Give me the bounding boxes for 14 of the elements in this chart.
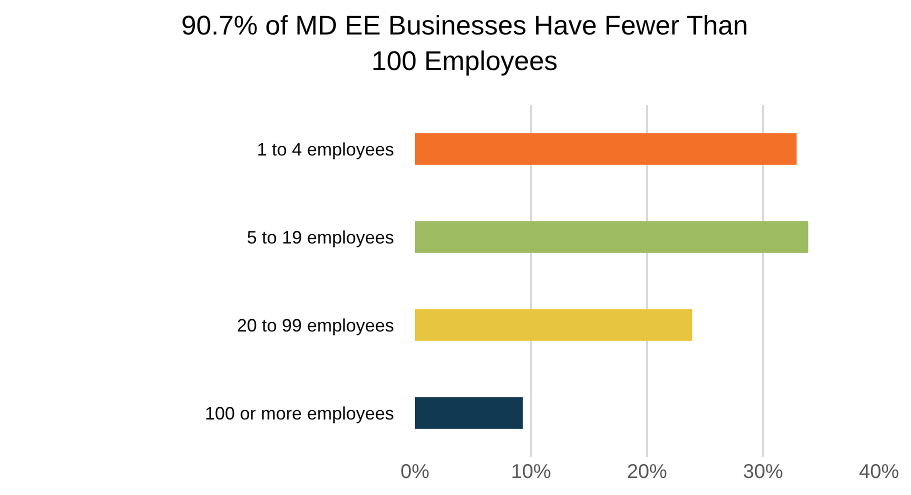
chart-title: 90.7% of MD EE Businesses Have Fewer Than 100 Employees — [181, 10, 748, 76]
bar — [415, 397, 523, 429]
x-tick-label: 10% — [510, 461, 552, 483]
x-tick-label: 0% — [400, 461, 430, 483]
y-tick-label: 100 or more employees — [204, 403, 394, 424]
bar — [415, 221, 808, 253]
x-tick-label: 20% — [626, 461, 668, 483]
y-tick-label: 5 to 19 employees — [246, 227, 394, 248]
x-tick-label: 40% — [858, 461, 900, 483]
y-tick-label: 20 to 99 employees — [236, 315, 394, 336]
y-tick-label: 1 to 4 employees — [256, 139, 394, 160]
bar — [415, 309, 692, 341]
bar — [415, 133, 797, 165]
x-tick-label: 30% — [742, 461, 784, 483]
